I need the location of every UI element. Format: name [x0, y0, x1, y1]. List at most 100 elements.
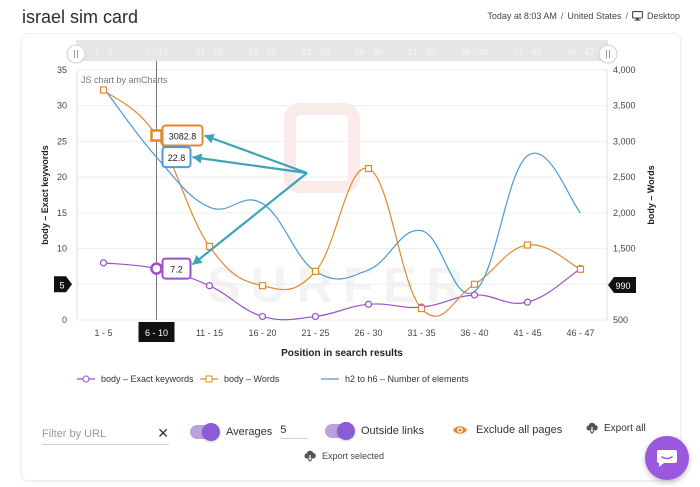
y-right-tick-label: 3,500 [613, 101, 636, 111]
x-tick-label: 36 - 40 [460, 328, 488, 338]
words-balloon-value: 3082.8 [169, 132, 197, 142]
y-left-tick-label: 20 [57, 172, 67, 182]
left-axis-marker-label: 5 [59, 280, 64, 290]
x-tick-label: 1 - 5 [94, 328, 112, 338]
x-tick-label: 21 - 25 [301, 328, 329, 338]
scrollbar-category-label: 1 - 5 [94, 47, 112, 57]
cursor-category-tag [138, 322, 175, 342]
y-right-axis-title: body – Words [646, 165, 656, 224]
words-point [576, 265, 585, 273]
clear-filter-icon[interactable]: ✕ [157, 425, 169, 441]
exact-keywords-point [470, 291, 479, 299]
url-filter: ✕ [42, 424, 169, 445]
y-right-tick-label: 2,500 [613, 172, 636, 182]
exact-keywords-point [364, 300, 373, 308]
averages-control: Averages [190, 422, 309, 441]
x-tick-label: 26 - 30 [354, 328, 382, 338]
scrollbar-grip-handle [66, 44, 86, 64]
y-left-tick-label: 15 [57, 208, 67, 218]
chart-controls: ✕ Averages Outside links Exclude all pag… [22, 414, 680, 480]
headings-balloon [161, 146, 192, 169]
words-point [205, 242, 214, 251]
chart-scrollbar [76, 40, 608, 61]
annotation-arrow [191, 172, 308, 266]
words-point [417, 304, 426, 313]
chart[interactable]: 1 - 5 6 - 10 11 - 15 16 - 20 21 - 25 26 - 30 3… [22, 34, 680, 396]
y-left-tick-label: 10 [57, 244, 67, 254]
words-cursor-point [150, 129, 163, 142]
words-point [523, 241, 532, 249]
legend-label: h2 to h6 – Number of elements [345, 374, 469, 384]
y-left-tick-label: 0 [62, 315, 67, 325]
exact-keywords-point [205, 282, 214, 290]
chat-button[interactable] [645, 436, 689, 480]
exclude-all-pages-label: Exclude all pages [476, 424, 563, 436]
x-tick-label: 41 - 45 [513, 328, 541, 338]
chart-credit: JS chart by amCharts [81, 75, 168, 85]
chart-panel: 1 - 5 6 - 10 11 - 15 16 - 20 21 - 25 26 - 30 3… [22, 34, 680, 480]
filter-url-input[interactable] [42, 428, 142, 440]
export-all-label: Export all [604, 422, 646, 434]
scrollbar-category-label: 16 - 20 [248, 47, 276, 57]
series-words-line [103, 89, 581, 317]
report-device: Desktop [646, 11, 680, 21]
annotation-arrow [204, 134, 308, 175]
report-meta: Today at 8:03 AM / United States / Deskt… [487, 11, 680, 21]
legend-swatch-marker [82, 375, 90, 383]
toggle-knob [337, 422, 355, 440]
scrollbar-category-label: 36 - 40 [460, 47, 488, 57]
scrollbar-category-label: 6 - 10 [145, 47, 168, 57]
headings-balloon-value: 22.8 [168, 153, 186, 163]
series-headings-line [103, 87, 581, 295]
words-point [99, 86, 108, 94]
y-left-tick-label: 35 [57, 65, 67, 75]
chat-bubble-icon [657, 450, 677, 467]
legend-swatch-marker [205, 375, 213, 383]
words-point [311, 267, 320, 276]
annotation-arrowhead [204, 133, 215, 144]
exact-keywords-balloon-value: 7.2 [170, 265, 183, 275]
export-all-button[interactable]: Export all [585, 422, 646, 434]
y-right-tick-label: 2,000 [613, 208, 636, 218]
x-tick-label: 6 - 10 [145, 328, 168, 338]
y-left-tick-label: 30 [57, 101, 67, 111]
y-right-tick-label: 500 [613, 315, 628, 325]
exact-keywords-point [258, 312, 267, 321]
y-left-tick-label: 25 [57, 136, 67, 146]
export-selected-label: Export selected [322, 451, 385, 461]
annotation-arrow [192, 156, 308, 175]
annotation-arrowhead [192, 255, 203, 265]
outside-links-toggle[interactable] [325, 422, 355, 440]
averages-toggle[interactable] [190, 422, 220, 441]
legend-label: body – Words [224, 374, 280, 384]
y-right-tick-label: 1,500 [613, 244, 636, 254]
scrollbar-category-label: 11 - 15 [196, 47, 223, 57]
y-right-tick-label: 3,000 [613, 136, 636, 146]
right-axis-marker [608, 277, 636, 293]
report-country: United States [567, 11, 622, 21]
eye-icon [453, 426, 467, 434]
export-selected-button[interactable]: Export selected [303, 450, 384, 462]
page-title: israel sim card [22, 7, 139, 27]
exclude-all-pages-button[interactable]: Exclude all pages [452, 424, 562, 436]
x-tick-label: 46 - 47 [566, 328, 594, 338]
scrollbar-category-label: 31 - 35 [407, 47, 435, 57]
right-axis-marker-label: 990 [615, 281, 630, 291]
words-balloon [161, 124, 204, 147]
meta-separator: / [625, 11, 628, 21]
x-tick-label: 31 - 35 [407, 328, 435, 338]
legend-label: body – Exact keywords [101, 374, 194, 384]
exact-keywords-point [523, 298, 532, 306]
watermark-text: SURFER [207, 257, 473, 313]
annotation-arrowhead [192, 153, 203, 164]
header: israel sim card Today at 8:03 AM / Unite… [22, 5, 680, 33]
averages-input[interactable] [280, 424, 309, 439]
outside-links-label: Outside links [361, 425, 424, 437]
y-left-axis-title: body – Exact keywords [40, 145, 50, 245]
x-tick-label: 16 - 20 [248, 328, 276, 338]
x-tick-label: 11 - 15 [196, 328, 223, 338]
scrollbar-category-label: 46 - 47 [566, 47, 594, 57]
exact-keywords-point [311, 312, 320, 321]
desktop-icon [632, 11, 643, 21]
